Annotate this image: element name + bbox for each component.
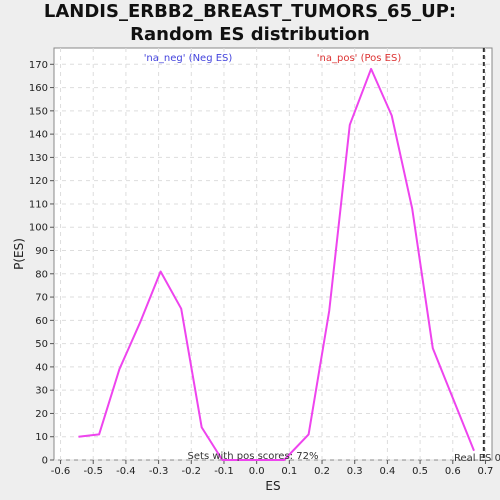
y-tick-label: 150 — [29, 106, 48, 117]
x-tick-label: 0.2 — [314, 466, 330, 477]
y-tick-label: 50 — [35, 339, 48, 350]
neg-es-label: 'na_neg' (Neg ES) — [144, 53, 233, 64]
x-tick-label: 0.0 — [249, 466, 265, 477]
pos-scores-label: Sets with pos scores: 72% — [188, 451, 319, 462]
y-tick-label: 110 — [29, 199, 48, 210]
y-tick-label: 10 — [35, 432, 48, 443]
y-tick-label: 90 — [35, 246, 48, 257]
x-tick-label: 0.4 — [379, 466, 395, 477]
x-tick-label: 0.1 — [281, 466, 297, 477]
x-tick-label: -0.2 — [182, 466, 202, 477]
x-tick-label: -0.6 — [51, 466, 71, 477]
y-tick-label: 80 — [35, 269, 48, 280]
real-es-label: Real ES 0 — [454, 453, 500, 464]
y-tick-label: 100 — [29, 223, 48, 234]
y-tick-label: 60 — [35, 316, 48, 327]
y-tick-label: 120 — [29, 176, 48, 187]
y-axis-label: P(ES) — [12, 238, 26, 270]
x-axis-label: ES — [265, 479, 280, 493]
x-axis-ticks: -0.6 -0.5 -0.4 -0.3 -0.2 -0.1 0.0 0.1 0.2 0.3 0.4 0… — [51, 460, 494, 477]
y-tick-label: 30 — [35, 386, 48, 397]
y-tick-label: 70 — [35, 293, 48, 304]
pos-es-label: 'na_pos' (Pos ES) — [317, 53, 402, 64]
x-tick-label: 0.5 — [412, 466, 428, 477]
y-axis-ticks: 0 10 20 30 40 50 60 70 80 90 100 110 120 130 140 150 160… — [29, 60, 54, 467]
x-tick-label: 0.6 — [445, 466, 461, 477]
x-tick-label: 0.7 — [478, 466, 494, 477]
y-tick-label: 130 — [29, 153, 48, 164]
y-tick-label: 140 — [29, 130, 48, 141]
y-tick-label: 20 — [35, 409, 48, 420]
y-tick-label: 160 — [29, 83, 48, 94]
y-tick-label: 40 — [35, 362, 48, 373]
x-tick-label: 0.3 — [347, 466, 363, 477]
x-tick-label: -0.3 — [149, 466, 169, 477]
plot-area — [54, 48, 492, 460]
x-tick-label: -0.5 — [83, 466, 103, 477]
y-tick-label: 170 — [29, 60, 48, 71]
x-tick-label: -0.1 — [214, 466, 234, 477]
x-tick-label: -0.4 — [116, 466, 136, 477]
y-tick-label: 0 — [42, 456, 48, 467]
